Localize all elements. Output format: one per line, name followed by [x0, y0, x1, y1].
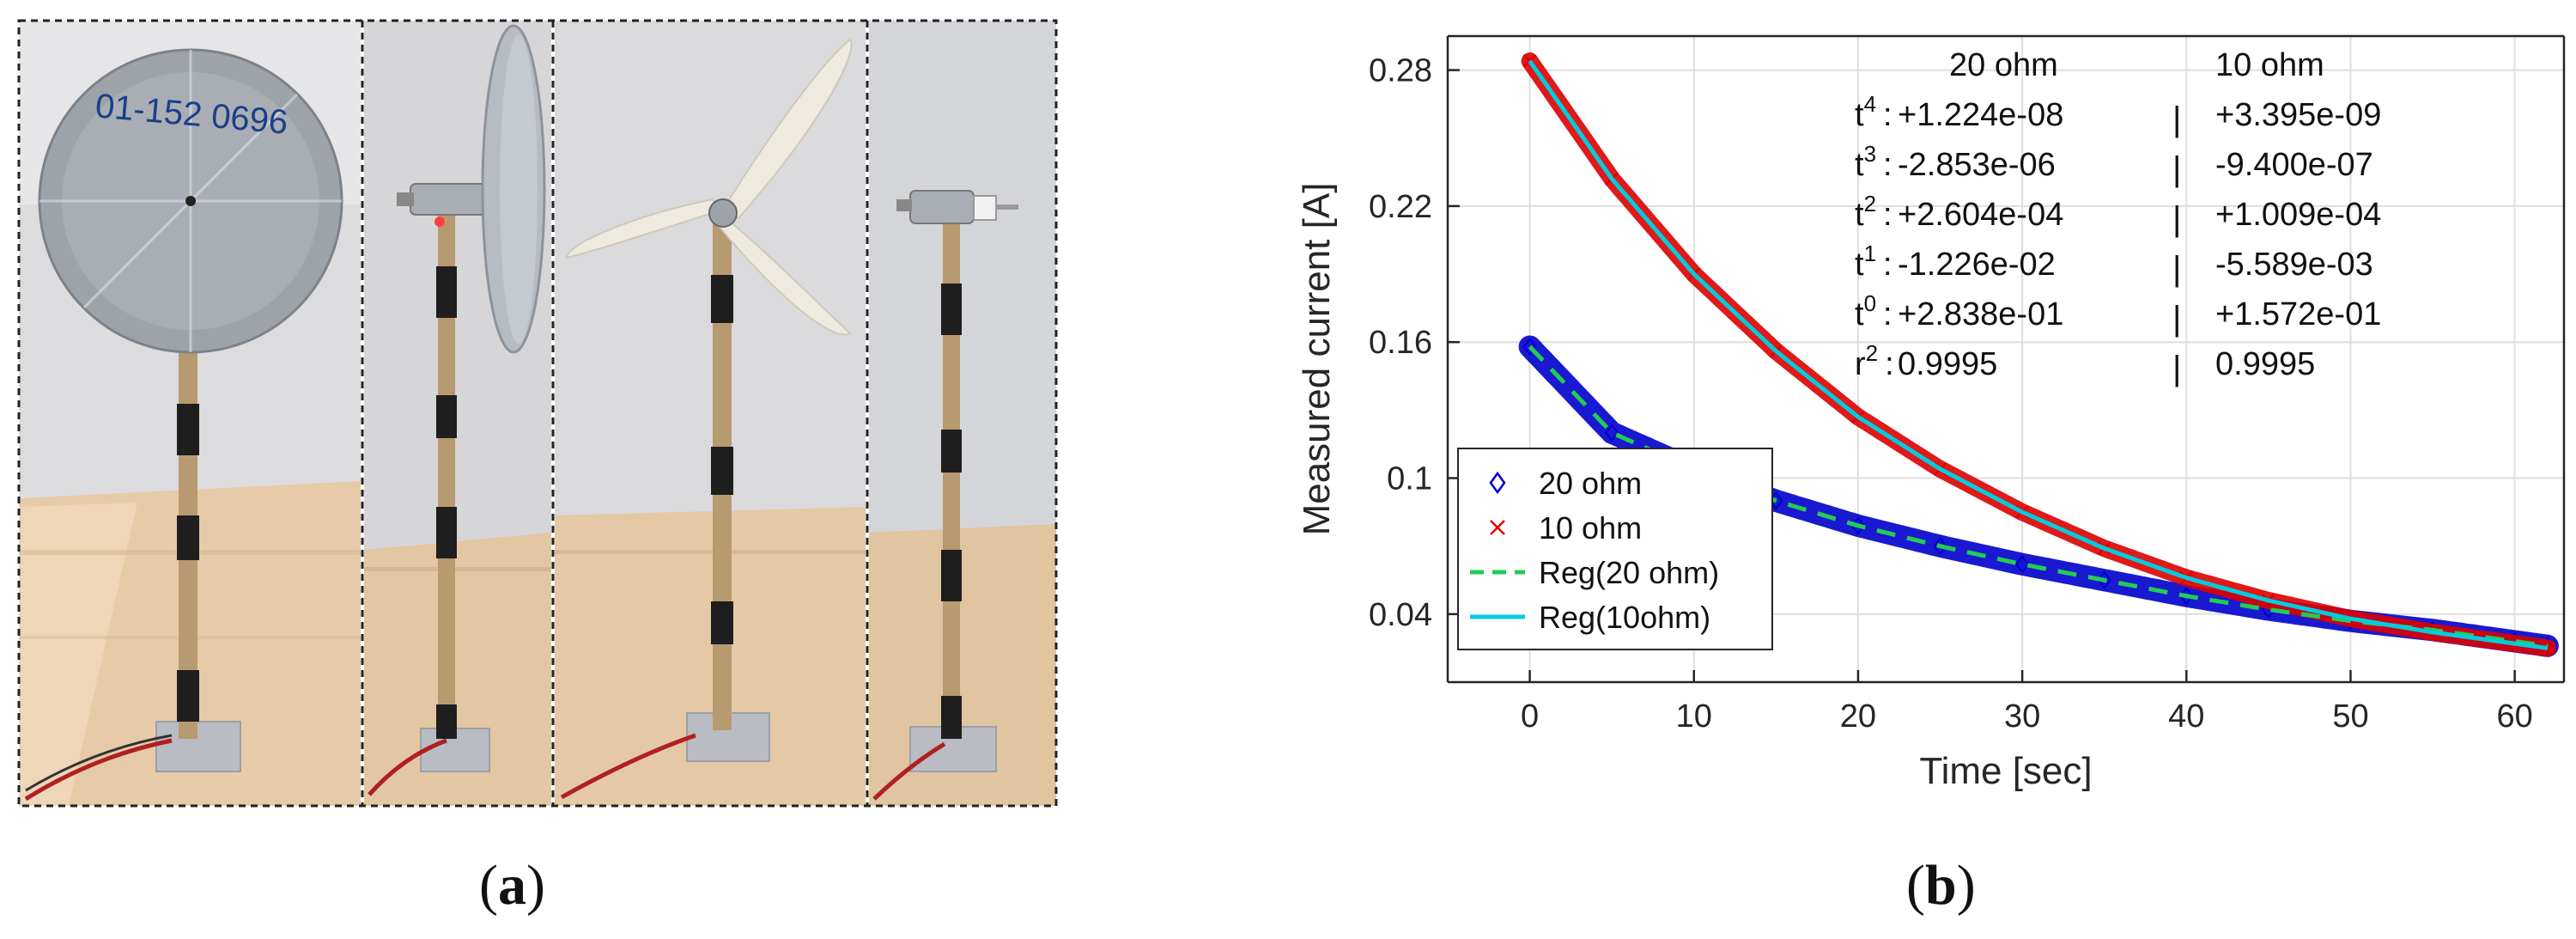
coef-separator-5: |: [2172, 350, 2181, 387]
panel-label-a-open: (: [479, 854, 498, 917]
y-axis-title: Measured current [A]: [1296, 183, 1338, 536]
coef-value-20-ohm-4: +2.838e-01: [1898, 296, 2063, 332]
coef-value-10-ohm-1: -9.400e-07: [2215, 147, 2373, 183]
x-tick-label-6: 60: [2497, 698, 2533, 735]
x-tick-label-3: 30: [2004, 698, 2040, 735]
x-tick-label-0: 0: [1521, 698, 1539, 735]
coef-row-colon: :: [1883, 296, 1893, 332]
coef-row-exponent: 1: [1864, 241, 1876, 266]
coef-value-10-ohm-4: +1.572e-01: [2215, 296, 2381, 332]
coef-value-10-ohm-3: -5.589e-03: [2215, 247, 2373, 283]
coef-row-colon: :: [1883, 247, 1893, 283]
coef-header-10-ohm: 10 ohm: [2215, 47, 2324, 83]
coef-row-base: t: [1855, 296, 1864, 332]
coef-value-20-ohm-0: +1.224e-08: [1898, 97, 2063, 133]
coef-row-exponent: 0: [1864, 290, 1876, 316]
coef-value-10-ohm-0: +3.395e-09: [2215, 97, 2381, 133]
legend-label-0: 20 ohm: [1539, 466, 1642, 501]
y-tick-label-3: 0.22: [1369, 189, 1432, 225]
coef-row-label-2: t2:: [1855, 191, 1893, 233]
axes: [1446, 34, 2566, 684]
coef-value-20-ohm-2: +2.604e-04: [1898, 197, 2063, 233]
legend-label-2: Reg(20 ohm): [1539, 555, 1719, 590]
coef-row-label-1: t3:: [1855, 141, 1893, 183]
coef-row-base: r: [1855, 346, 1866, 382]
data-point: [1604, 424, 1619, 442]
coef-separator-0: |: [2172, 101, 2181, 138]
coef-row-label-4: t0:: [1855, 290, 1893, 332]
y-tick-label-2: 0.16: [1369, 325, 1432, 361]
photo-disc-rotor-side: [364, 21, 551, 806]
panel-label-a: (a): [479, 853, 545, 918]
coef-separator-4: |: [2172, 300, 2181, 338]
data-point: [1933, 537, 1947, 556]
data-point: [2014, 555, 2030, 574]
photo-bare-generator-side: [869, 21, 1056, 806]
legend-label-3: Reg(10ohm): [1539, 600, 1710, 635]
coef-row-base: t: [1855, 197, 1864, 233]
coef-row-colon: :: [1883, 97, 1893, 133]
x-tick-label-2: 20: [1840, 698, 1876, 735]
coef-value-10-ohm-2: +1.009e-04: [2215, 197, 2381, 233]
coef-row-colon: :: [1883, 197, 1893, 233]
coef-value-20-ohm-3: -1.226e-02: [1898, 247, 2056, 283]
y-tick-label-0: 0.04: [1369, 597, 1432, 633]
coef-separator-1: |: [2172, 150, 2181, 188]
tick-labels: 0 10 20 30 40 50 600.040.10.160.220.28: [1369, 53, 2533, 735]
data-point: [1522, 337, 1537, 357]
coef-row-exponent: 2: [1864, 191, 1876, 216]
coef-value-10-ohm-5: 0.9995: [2215, 346, 2315, 382]
coef-row-colon: :: [1885, 346, 1894, 382]
coef-row-exponent: 2: [1866, 340, 1878, 366]
photo-disc-rotor-front: 01-152 0696: [19, 21, 361, 806]
x-tick-label-4: 40: [2168, 698, 2204, 735]
y-tick-label-1: 0.1: [1387, 461, 1432, 497]
photo-frames: [17, 19, 1058, 808]
x-tick-label-5: 50: [2332, 698, 2368, 735]
coef-row-exponent: 4: [1864, 91, 1876, 117]
panel-label-a-close: ): [526, 854, 545, 917]
y-tick-label-4: 0.28: [1369, 53, 1432, 89]
coef-value-20-ohm-5: 0.9995: [1898, 346, 1997, 382]
coef-row-base: t: [1855, 147, 1864, 183]
legend-marker-1: [1490, 520, 1505, 535]
panel-label-b-close: ): [1956, 854, 1976, 917]
legend-label-1: 10 ohm: [1539, 510, 1642, 546]
x-tick-label-1: 10: [1676, 698, 1712, 735]
coef-row-label-0: t4:: [1855, 91, 1893, 133]
coef-row-label-5: r2:: [1855, 340, 1894, 382]
x-axis-title: Time [sec]: [1919, 750, 2092, 792]
coef-separator-3: |: [2172, 250, 2181, 288]
legend: 20 ohm 10 ohm Reg(20 ohm) Reg(10ohm): [1457, 448, 1773, 650]
photo-three-blade-rotor: [555, 21, 866, 806]
coef-row-base: t: [1855, 97, 1864, 133]
legend-marker-0: [1489, 471, 1506, 495]
photo-panel-a: 01-152 0696: [17, 19, 1058, 808]
coef-row-colon: :: [1883, 147, 1893, 183]
panel-label-a-letter: a: [497, 854, 526, 917]
coef-row-label-3: t1:: [1855, 241, 1893, 283]
coef-row-exponent: 3: [1864, 141, 1876, 167]
panel-label-b-open: (: [1906, 854, 1925, 917]
coef-value-20-ohm-1: -2.853e-06: [1898, 147, 2056, 183]
chart-panel-b: 0 10 20 30 40 50 600.040.10.160.220.28 Time [s…: [1296, 34, 2566, 792]
panel-label-b-letter: b: [1924, 854, 1957, 917]
series-line-Reg-10ohm-: [1528, 59, 2549, 650]
coef-row-base: t: [1855, 247, 1864, 283]
coef-header-20-ohm: 20 ohm: [1949, 47, 2058, 83]
panel-label-b: (b): [1906, 853, 1976, 918]
coef-separator-2: |: [2172, 200, 2181, 238]
